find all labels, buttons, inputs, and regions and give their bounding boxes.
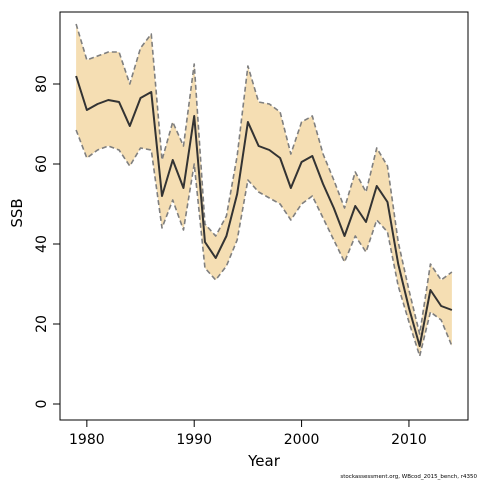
- upper-bound-line: [75, 23, 453, 335]
- x-tick-label: 2000: [284, 432, 320, 448]
- y-tick-label: 40: [34, 235, 50, 253]
- y-axis: 0 20 40 60 80: [34, 75, 61, 409]
- footnote: stockassessment.org, WBcod_2015_bench, r…: [340, 474, 477, 480]
- x-tick-label: 1990: [176, 432, 212, 448]
- y-tick-label: 60: [34, 155, 50, 173]
- x-tick-label: 2010: [391, 432, 427, 448]
- y-tick-label: 80: [34, 75, 50, 93]
- x-axis: 1980 1990 2000 2010: [69, 419, 427, 448]
- x-tick-label: 1980: [69, 432, 105, 448]
- lower-bound-line: [75, 129, 453, 357]
- y-tick-label: 0: [34, 400, 50, 409]
- estimate-line: [75, 75, 453, 347]
- x-axis-title: Year: [247, 452, 281, 470]
- y-axis-title: SSB: [8, 198, 26, 227]
- y-tick-label: 20: [34, 315, 50, 333]
- confidence-band: [76, 24, 452, 356]
- plot-area: [75, 23, 453, 357]
